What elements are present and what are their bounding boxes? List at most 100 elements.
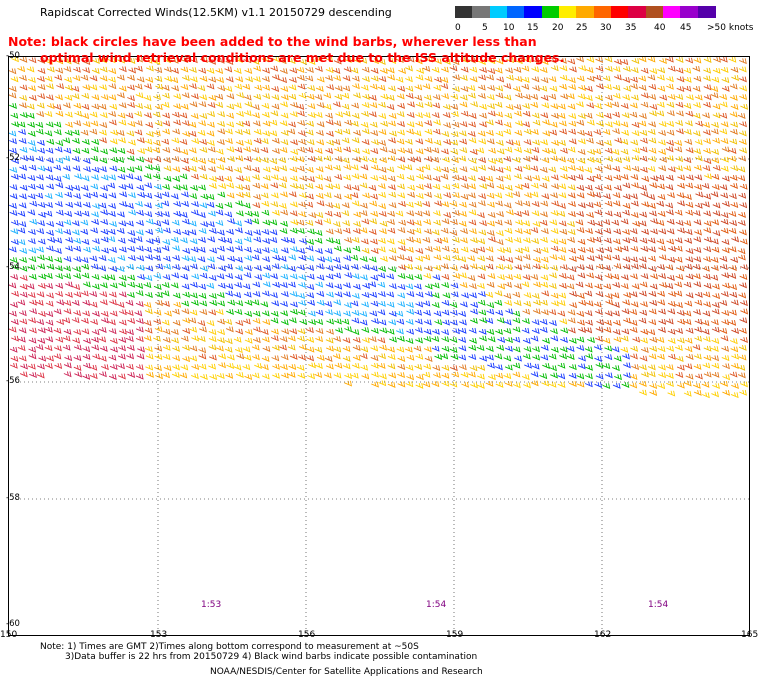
wind-barb — [596, 319, 605, 326]
wind-barb — [612, 111, 621, 118]
wind-barb — [577, 272, 586, 279]
wind-barb — [108, 68, 117, 75]
wind-barb — [431, 302, 440, 309]
wind-barb — [594, 382, 603, 388]
wind-barb — [271, 94, 280, 101]
wind-barb — [351, 362, 360, 369]
wind-barb — [434, 237, 443, 244]
wind-barb — [45, 300, 54, 307]
wind-barb — [253, 76, 261, 83]
wind-barb — [99, 57, 108, 64]
wind-barb — [550, 372, 558, 379]
wind-barb — [181, 218, 190, 225]
wind-barb — [531, 328, 540, 335]
wind-barb — [270, 335, 279, 342]
wind-barb — [362, 93, 370, 100]
wind-barb — [470, 166, 478, 173]
wind-barb — [613, 263, 622, 270]
wind-barb — [694, 139, 703, 146]
wind-barb — [352, 245, 361, 252]
wind-barb — [415, 121, 424, 128]
wind-barb — [359, 227, 368, 234]
wind-barb — [145, 218, 154, 225]
wind-barb — [235, 76, 244, 83]
wind-barb — [19, 75, 27, 82]
lon-label: 150 — [0, 630, 18, 640]
wind-barb — [209, 354, 217, 361]
wind-barb — [440, 353, 449, 360]
wind-barb — [135, 65, 143, 72]
wind-barb — [287, 344, 296, 351]
wind-barb — [666, 155, 674, 162]
wind-barb — [567, 317, 576, 324]
wind-barb — [226, 363, 235, 369]
wind-barb — [512, 157, 521, 163]
wind-barb — [729, 371, 738, 378]
wind-barb — [622, 66, 631, 73]
wind-barb — [270, 174, 279, 181]
wind-barb — [440, 77, 449, 84]
wind-barb — [370, 300, 379, 307]
wind-barb — [424, 156, 433, 163]
wind-barb — [244, 329, 253, 336]
wind-barb — [361, 66, 370, 73]
wind-barb — [217, 300, 226, 307]
wind-barb — [45, 311, 54, 318]
wind-barb — [233, 292, 242, 299]
wind-barb — [289, 166, 298, 173]
wind-barb — [557, 113, 566, 119]
wind-barb — [334, 283, 343, 290]
wind-barb — [17, 210, 26, 217]
wind-barb — [262, 84, 271, 91]
wind-barb — [620, 103, 629, 110]
wind-barb — [731, 383, 739, 390]
wind-barb — [658, 165, 667, 172]
wind-barb — [226, 112, 235, 119]
wind-barb — [692, 210, 701, 217]
wind-barb — [684, 300, 693, 307]
wind-barb — [692, 130, 701, 137]
wind-barb — [477, 175, 486, 182]
wind-barb — [218, 183, 227, 190]
wind-barb — [119, 191, 128, 198]
wind-barb — [683, 129, 692, 136]
wind-barb — [252, 310, 261, 317]
wind-barb — [620, 274, 629, 281]
wind-barb — [683, 76, 692, 83]
wind-barb — [531, 363, 540, 370]
wind-barb — [576, 345, 585, 352]
wind-barb — [307, 85, 316, 92]
wind-barb — [334, 174, 343, 181]
wind-barb — [369, 157, 377, 164]
wind-barb — [206, 67, 215, 74]
wind-barb — [351, 75, 360, 82]
wind-barb — [721, 310, 730, 317]
wind-barb — [323, 155, 332, 162]
wind-barb — [739, 121, 747, 128]
wind-barb — [118, 246, 127, 253]
wind-barb — [91, 139, 100, 145]
wind-barb — [71, 129, 80, 136]
wind-barb — [53, 129, 62, 136]
wind-barb — [729, 309, 737, 316]
wind-barb — [145, 292, 153, 299]
wind-barb — [55, 140, 64, 147]
wind-barb — [512, 346, 521, 353]
wind-barb — [405, 338, 414, 345]
wind-barb — [386, 328, 395, 335]
wind-barb — [260, 147, 269, 154]
wind-barb — [431, 381, 440, 388]
wind-barb — [568, 364, 577, 371]
wind-barb — [683, 390, 692, 397]
wind-barb — [19, 193, 27, 200]
wind-barb — [81, 317, 89, 324]
wind-barb — [693, 353, 702, 360]
wind-barb — [434, 76, 442, 83]
wind-barb — [433, 310, 442, 317]
wind-barb — [539, 219, 548, 226]
wind-barb — [280, 247, 289, 254]
wind-barb — [649, 383, 658, 390]
wind-barb — [458, 337, 467, 343]
wind-barb — [72, 148, 81, 154]
wind-barb — [116, 74, 125, 81]
